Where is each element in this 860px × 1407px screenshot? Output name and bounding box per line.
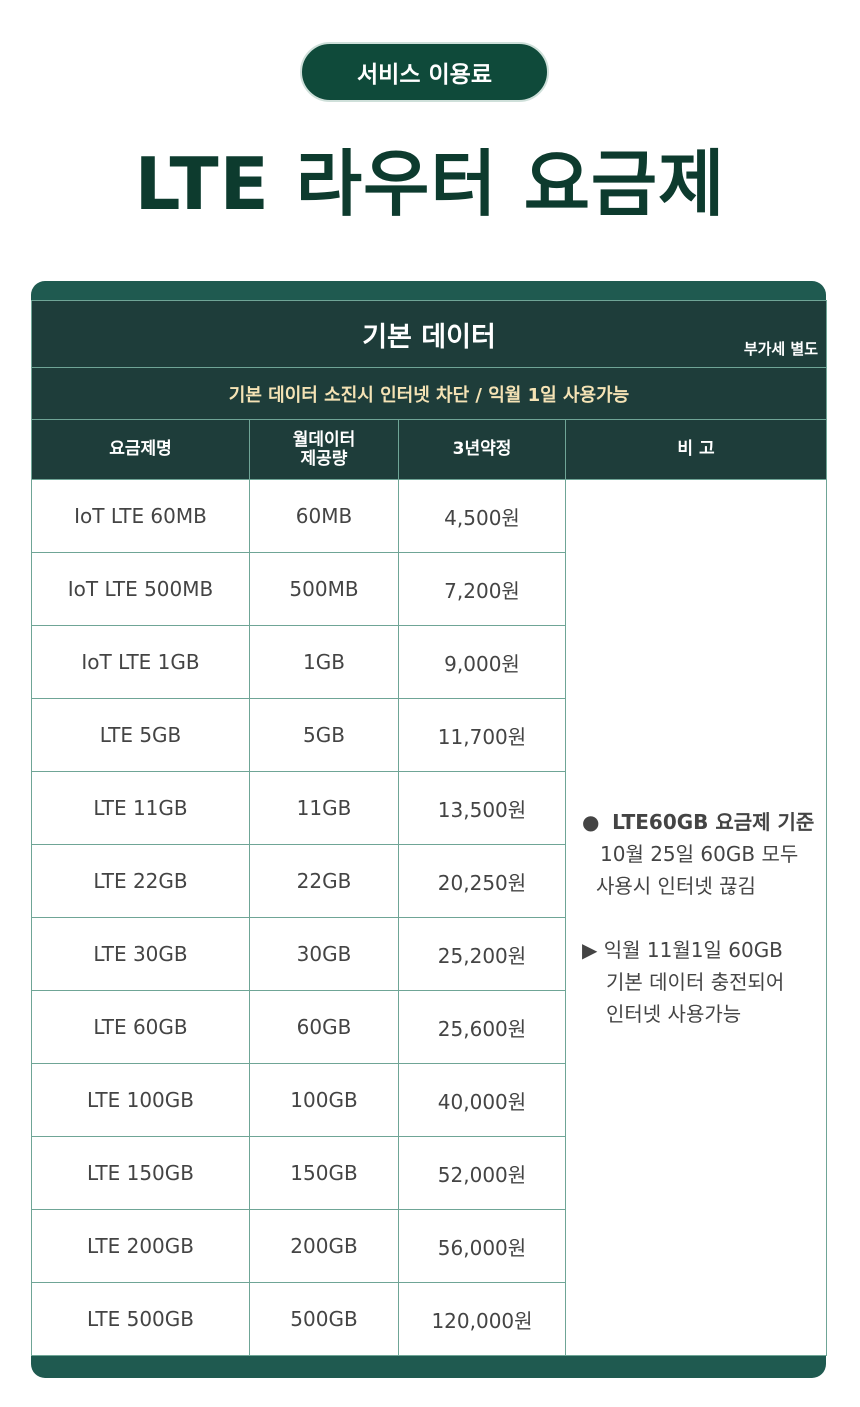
triangle-right-icon: ▶ [582, 937, 604, 962]
remark-2-line: 인터넷 사용가능 [606, 1001, 742, 1026]
price-3yr: 120,000원 [398, 1282, 566, 1356]
column-header: 비 고 [564, 419, 828, 480]
price-3yr: 13,500원 [398, 771, 566, 845]
price-3yr: 7,200원 [398, 552, 566, 626]
service-fee-badge: 서비스 이용료 [300, 42, 549, 102]
remark-1-title: LTE60GB 요금제 기준 [612, 809, 815, 834]
table-bottom-band [31, 1356, 826, 1378]
remark-1-line: 사용시 인터넷 끊김 [596, 873, 756, 898]
plan-name: LTE 30GB [31, 917, 250, 991]
remark-1-line: 10월 25일 60GB 모두 [600, 841, 799, 866]
plan-name: LTE 150GB [31, 1136, 250, 1210]
plan-name: IoT LTE 500MB [31, 552, 250, 626]
monthly-data: 500GB [249, 1282, 399, 1356]
monthly-data: 150GB [249, 1136, 399, 1210]
column-header: 요금제명 [31, 419, 250, 480]
price-3yr: 20,250원 [398, 844, 566, 918]
price-3yr: 25,200원 [398, 917, 566, 991]
table-row: LTE 150GB 150GB 52,000원 [31, 1136, 827, 1210]
plan-name: LTE 5GB [31, 698, 250, 772]
monthly-data: 500MB [249, 552, 399, 626]
table-row: IoT LTE 500MB 500MB 7,200원 [31, 552, 827, 626]
table-row: LTE 30GB 30GB 25,200원 [31, 917, 827, 991]
header-title: 기본 데이터 [362, 321, 496, 353]
monthly-data: 11GB [249, 771, 399, 845]
price-3yr: 9,000원 [398, 625, 566, 699]
price-3yr: 56,000원 [398, 1209, 566, 1283]
remark-2: ▶ 익월 11월1일 60GB [582, 934, 826, 966]
monthly-data: 5GB [249, 698, 399, 772]
plan-name: LTE 11GB [31, 771, 250, 845]
plan-name: LTE 200GB [31, 1209, 250, 1283]
monthly-data: 1GB [249, 625, 399, 699]
plan-name: IoT LTE 1GB [31, 625, 250, 699]
plan-name: LTE 100GB [31, 1063, 250, 1137]
price-3yr: 40,000원 [398, 1063, 566, 1137]
plan-name: LTE 60GB [31, 990, 250, 1064]
plan-name: IoT LTE 60MB [31, 479, 250, 553]
plan-name: LTE 500GB [31, 1282, 250, 1356]
monthly-data: 60GB [249, 990, 399, 1064]
table-row: LTE 500GB 500GB 120,000원 [31, 1282, 827, 1356]
page-title: LTE 라우터 요금제 [134, 142, 726, 226]
table-row: LTE 100GB 100GB 40,000원 [31, 1063, 827, 1137]
vat-note: 부가세 별도 [743, 340, 819, 358]
table-top-band [31, 281, 826, 300]
price-3yr: 11,700원 [398, 698, 566, 772]
monthly-data: 200GB [249, 1209, 399, 1283]
monthly-data: 30GB [249, 917, 399, 991]
remark-2-line: 익월 11월1일 60GB [603, 937, 783, 962]
table-subheader: 기본 데이터 소진시 인터넷 차단 / 익월 1일 사용가능 [30, 367, 828, 420]
remark-1: ● LTE60GB 요금제 기준 [582, 806, 826, 838]
table-row: LTE 11GB 11GB 13,500원 [31, 771, 827, 845]
table-row: LTE 60GB 60GB 25,600원 [31, 990, 827, 1064]
price-3yr: 25,600원 [398, 990, 566, 1064]
table-row: LTE 22GB 22GB 20,250원 [31, 844, 827, 918]
plan-name: LTE 22GB [31, 844, 250, 918]
remark-2-line: 기본 데이터 충전되어 [606, 969, 785, 994]
monthly-data: 22GB [249, 844, 399, 918]
price-3yr: 52,000원 [398, 1136, 566, 1210]
price-3yr: 4,500원 [398, 479, 566, 553]
monthly-data: 60MB [249, 479, 399, 553]
monthly-data: 100GB [249, 1063, 399, 1137]
table-row: IoT LTE 60MB 60MB 4,500원 ● LTE60GB 요금제 기준 10… [31, 479, 828, 1356]
bullet-dot-icon: ● [582, 809, 613, 834]
column-header: 3년약정 [398, 419, 566, 480]
column-header: 월데이터 제공량 [249, 419, 399, 480]
